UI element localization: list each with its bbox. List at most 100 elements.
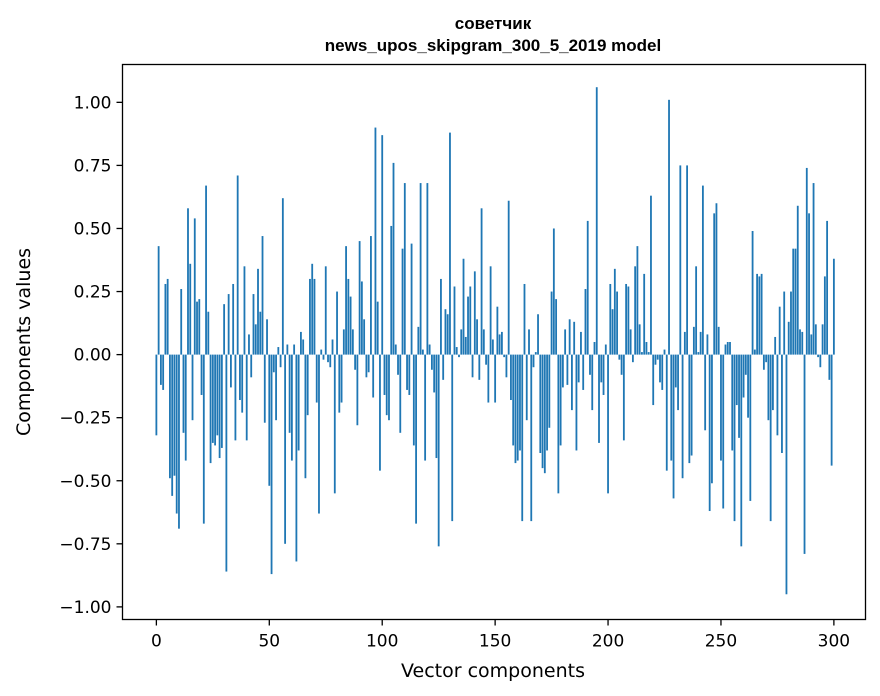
bar-71 (315, 354, 318, 403)
bar-84 (345, 246, 347, 355)
bar-231 (677, 354, 679, 411)
bar-118 (421, 349, 424, 355)
bar-148 (489, 266, 492, 355)
bar-46 (259, 311, 262, 355)
bar-93 (365, 354, 368, 378)
bar-283 (794, 248, 797, 355)
y-tick-label: 0.75 (74, 156, 112, 176)
bar-216 (643, 273, 646, 355)
bar-206 (620, 354, 623, 375)
bar-210 (629, 329, 632, 355)
bar-2 (159, 354, 162, 385)
bar-123 (433, 354, 436, 393)
bar-205 (618, 354, 621, 360)
bar-137 (464, 336, 467, 355)
bar-37 (239, 354, 241, 401)
bar-246 (711, 354, 713, 484)
bar-143 (478, 354, 481, 380)
bar-182 (566, 354, 569, 385)
bar-222 (656, 354, 659, 360)
y-axis-ticks: −1.00 −0.75 −0.50 −0.25 0.00 0.25 0.50 0.75 1.00 (59, 93, 123, 618)
bar-91 (360, 281, 363, 355)
bar-178 (557, 354, 560, 494)
bar-224 (661, 354, 664, 390)
bar-265 (753, 349, 756, 355)
bar-54 (277, 347, 280, 355)
bar-155 (505, 354, 508, 378)
bar-267 (758, 276, 761, 355)
bar-269 (762, 354, 765, 370)
bar-60 (290, 354, 293, 461)
bar-207 (622, 354, 625, 441)
y-tick-label: −0.75 (59, 535, 111, 555)
bar-153 (501, 331, 503, 355)
bar-59 (288, 354, 291, 433)
bar-169 (537, 314, 539, 355)
bar-298 (828, 354, 831, 380)
bar-136 (462, 258, 465, 355)
bar-189 (582, 354, 585, 390)
bar-117 (419, 183, 422, 355)
bar-94 (367, 354, 370, 373)
bar-274 (774, 336, 777, 355)
bar-272 (769, 354, 772, 522)
bar-171 (541, 354, 544, 469)
bar-113 (410, 243, 413, 355)
bar-203 (613, 268, 616, 355)
bar-31 (225, 354, 228, 572)
bar-279 (785, 354, 788, 595)
chart-title-line1: советчик (455, 14, 532, 33)
bar-195 (595, 87, 598, 355)
y-tick-label: −0.50 (59, 472, 111, 492)
bar-25 (211, 354, 214, 443)
bar-291 (812, 183, 815, 355)
y-tick-label: 1.00 (74, 93, 112, 113)
bar-41 (248, 334, 250, 355)
bar-173 (546, 354, 548, 451)
y-tick-label: −0.25 (59, 409, 111, 429)
bar-112 (408, 354, 411, 395)
bar-259 (740, 354, 743, 547)
bar-249 (717, 326, 720, 355)
x-tick-label: 250 (705, 632, 737, 652)
bar-167 (532, 354, 535, 368)
bar-72 (318, 354, 320, 514)
bar-253 (726, 342, 729, 355)
bar-166 (530, 354, 533, 522)
bar-11 (180, 289, 183, 355)
bar-168 (534, 352, 537, 355)
bar-163 (523, 283, 526, 355)
bar-175 (550, 291, 553, 355)
bar-83 (342, 329, 345, 355)
bar-292 (814, 324, 817, 355)
bar-251 (722, 354, 725, 509)
bar-7 (171, 354, 174, 496)
bar-158 (512, 354, 515, 446)
bar-3 (162, 354, 165, 390)
bar-180 (561, 354, 564, 388)
bar-42 (250, 354, 253, 378)
bar-55 (279, 354, 282, 368)
bar-64 (300, 331, 302, 355)
bar-258 (738, 354, 740, 438)
bar-19 (198, 299, 201, 355)
bar-237 (690, 354, 693, 456)
bar-276 (778, 306, 781, 355)
bar-67 (306, 354, 309, 416)
bar-273 (772, 354, 774, 411)
bar-196 (598, 354, 600, 443)
bar-187 (577, 354, 580, 383)
bar-69 (311, 263, 314, 355)
x-axis-label: Vector components (401, 660, 585, 682)
bar-15 (189, 263, 192, 355)
bar-300 (832, 258, 835, 355)
bar-27 (216, 354, 219, 436)
bar-33 (230, 354, 232, 388)
bar-266 (756, 273, 759, 355)
bar-66 (304, 354, 307, 479)
bar-78 (331, 339, 334, 355)
bar-38 (241, 354, 244, 413)
x-axis-ticks: 0 50 100 150 200 250 300 (151, 619, 850, 652)
bar-174 (548, 354, 551, 428)
